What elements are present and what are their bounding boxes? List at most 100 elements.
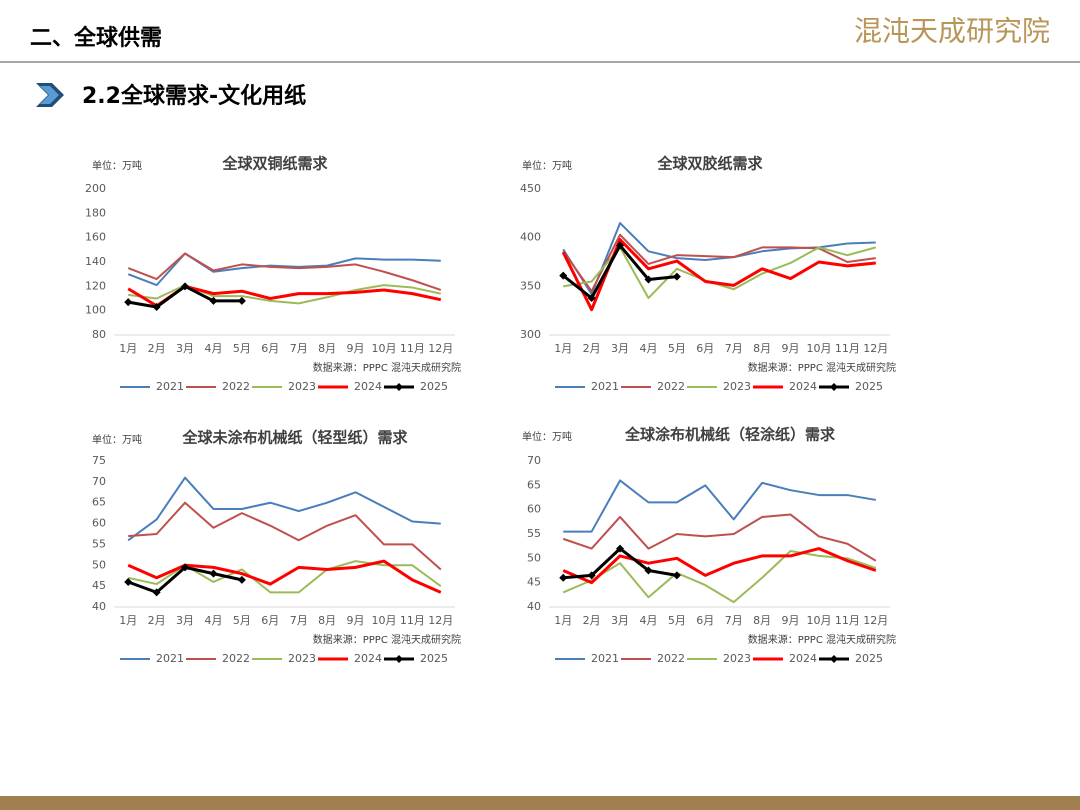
x-tick-label: 7月: [290, 614, 308, 627]
x-tick-label: 2月: [148, 342, 166, 355]
y-tick-label: 140: [85, 255, 106, 268]
x-tick-label: 8月: [753, 342, 771, 355]
series-line: [562, 550, 877, 604]
x-tick-label: 10月: [371, 342, 396, 355]
x-tick-label: 2月: [583, 342, 601, 355]
x-tick-label: 11月: [835, 342, 860, 355]
legend-label: 2025: [855, 652, 883, 665]
legend-label: 2022: [222, 380, 250, 393]
x-tick-label: 9月: [347, 614, 365, 627]
y-tick-label: 450: [520, 182, 541, 195]
chart-title: 全球双铜纸需求: [221, 155, 328, 173]
point-marker: [124, 298, 133, 307]
x-tick-label: 12月: [863, 614, 888, 627]
x-tick-label: 6月: [261, 342, 279, 355]
y-tick-label: 100: [85, 304, 106, 317]
unit-label: 单位：万吨: [522, 159, 572, 172]
legend-label: 2025: [420, 652, 448, 665]
y-tick-label: 180: [85, 206, 106, 219]
legend-label: 2021: [591, 652, 619, 665]
x-tick-label: 4月: [639, 614, 657, 627]
x-tick-label: 4月: [639, 342, 657, 355]
x-tick-label: 3月: [611, 614, 629, 627]
x-tick-label: 7月: [290, 342, 308, 355]
chart-title: 全球未涂布机械纸（轻型纸）需求: [181, 429, 408, 447]
unit-label: 单位：万吨: [522, 430, 572, 443]
series-line: [562, 233, 876, 293]
point-marker: [559, 573, 568, 582]
point-marker: [587, 294, 596, 303]
y-tick-label: 75: [92, 454, 106, 467]
x-tick-label: 3月: [611, 342, 629, 355]
point-marker: [209, 296, 218, 305]
x-tick-label: 7月: [725, 342, 743, 355]
y-tick-label: 45: [92, 579, 106, 592]
x-tick-label: 8月: [753, 614, 771, 627]
legend-label: 2024: [789, 380, 817, 393]
series-line: [563, 479, 876, 533]
x-tick-label: 4月: [204, 614, 222, 627]
point-marker: [152, 303, 161, 312]
series-line: [562, 513, 877, 562]
x-tick-label: 8月: [318, 614, 336, 627]
x-tick-label: 1月: [554, 614, 572, 627]
x-tick-label: 5月: [233, 342, 251, 355]
x-tick-label: 2月: [583, 614, 601, 627]
y-tick-label: 200: [85, 182, 106, 195]
unit-label: 单位：万吨: [92, 433, 142, 446]
x-tick-label: 9月: [782, 342, 800, 355]
legend-label: 2022: [657, 652, 685, 665]
x-tick-label: 4月: [204, 342, 222, 355]
legend-label: 2021: [591, 380, 619, 393]
y-tick-label: 50: [92, 558, 106, 571]
x-tick-label: 11月: [835, 614, 860, 627]
unit-label: 单位：万吨: [92, 159, 142, 172]
y-tick-label: 70: [92, 475, 106, 488]
series-line: [562, 222, 876, 296]
point-marker: [616, 544, 625, 553]
legend-label: 2023: [723, 652, 751, 665]
x-tick-label: 10月: [806, 614, 831, 627]
point-marker: [237, 296, 246, 305]
series-line: [128, 284, 442, 305]
y-tick-label: 65: [527, 478, 541, 491]
source-note: 数据来源：PPPC 混沌天成研究院: [748, 633, 896, 646]
x-tick-label: 5月: [233, 614, 251, 627]
page-title: 二、全球供需: [30, 25, 162, 51]
x-tick-label: 12月: [428, 342, 453, 355]
legend-marker: [830, 655, 838, 663]
footer-bar: [0, 796, 1080, 810]
x-tick-label: 9月: [782, 614, 800, 627]
x-tick-label: 3月: [176, 342, 194, 355]
x-tick-label: 3月: [176, 614, 194, 627]
point-marker: [209, 569, 218, 578]
y-tick-label: 65: [92, 496, 106, 509]
legend-marker: [395, 655, 403, 663]
x-tick-label: 9月: [347, 342, 365, 355]
x-tick-label: 10月: [806, 342, 831, 355]
legend-label: 2024: [789, 652, 817, 665]
series-line: [128, 501, 442, 571]
y-tick-label: 120: [85, 279, 106, 292]
logo: 混沌天成研究院: [854, 15, 1050, 48]
y-tick-label: 70: [527, 454, 541, 467]
point-marker: [152, 588, 161, 597]
source-note: 数据来源：PPPC 混沌天成研究院: [313, 633, 461, 646]
point-marker: [124, 577, 133, 586]
y-tick-label: 45: [527, 576, 541, 589]
x-tick-label: 1月: [554, 342, 572, 355]
legend-label: 2023: [288, 652, 316, 665]
x-tick-label: 2月: [148, 614, 166, 627]
legend-label: 2025: [855, 380, 883, 393]
y-tick-label: 400: [520, 231, 541, 244]
legend-label: 2024: [354, 652, 382, 665]
x-tick-label: 11月: [400, 614, 425, 627]
x-tick-label: 10月: [371, 614, 396, 627]
y-tick-label: 60: [527, 503, 541, 516]
y-tick-label: 40: [527, 600, 541, 613]
legend-label: 2023: [288, 380, 316, 393]
y-tick-label: 60: [92, 517, 106, 530]
legend-label: 2025: [420, 380, 448, 393]
legend-label: 2022: [657, 380, 685, 393]
